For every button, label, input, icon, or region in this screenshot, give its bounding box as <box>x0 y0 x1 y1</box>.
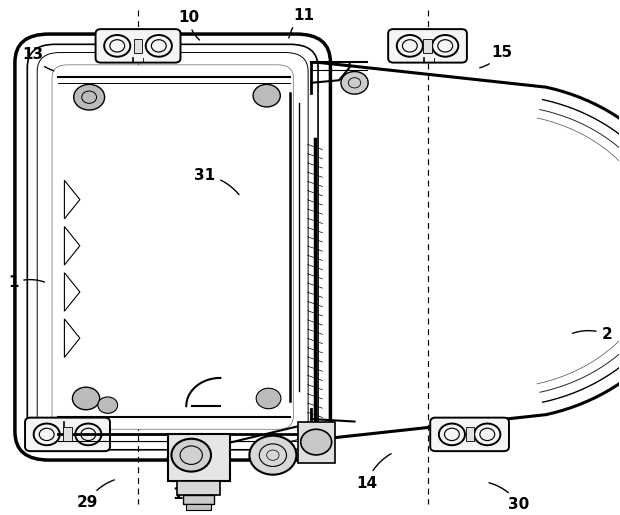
Circle shape <box>172 439 211 472</box>
Text: 12: 12 <box>168 460 194 502</box>
Text: 10: 10 <box>179 10 200 40</box>
Circle shape <box>256 388 281 409</box>
Text: 11: 11 <box>289 8 314 38</box>
FancyBboxPatch shape <box>430 418 509 451</box>
Bar <box>177 480 220 495</box>
Bar <box>168 434 229 480</box>
Text: 31: 31 <box>194 168 239 195</box>
FancyBboxPatch shape <box>95 29 180 63</box>
Circle shape <box>253 84 280 107</box>
Text: 30: 30 <box>489 483 529 512</box>
Bar <box>423 39 432 53</box>
FancyBboxPatch shape <box>52 65 293 430</box>
Bar <box>298 422 335 462</box>
Bar <box>186 504 211 510</box>
Circle shape <box>249 436 296 475</box>
Text: 14: 14 <box>356 454 391 491</box>
FancyBboxPatch shape <box>25 418 110 451</box>
Text: 2: 2 <box>572 327 613 342</box>
Bar <box>63 427 72 441</box>
FancyBboxPatch shape <box>388 29 467 63</box>
Text: 29: 29 <box>77 480 114 510</box>
Circle shape <box>73 387 100 410</box>
Circle shape <box>341 72 368 94</box>
Circle shape <box>98 397 118 414</box>
Text: 13: 13 <box>22 47 54 71</box>
Circle shape <box>301 430 332 455</box>
Text: 15: 15 <box>480 44 512 68</box>
Bar <box>183 495 214 504</box>
Text: 1: 1 <box>8 276 45 290</box>
Circle shape <box>74 84 105 110</box>
Bar <box>466 427 474 441</box>
Bar <box>133 39 143 53</box>
